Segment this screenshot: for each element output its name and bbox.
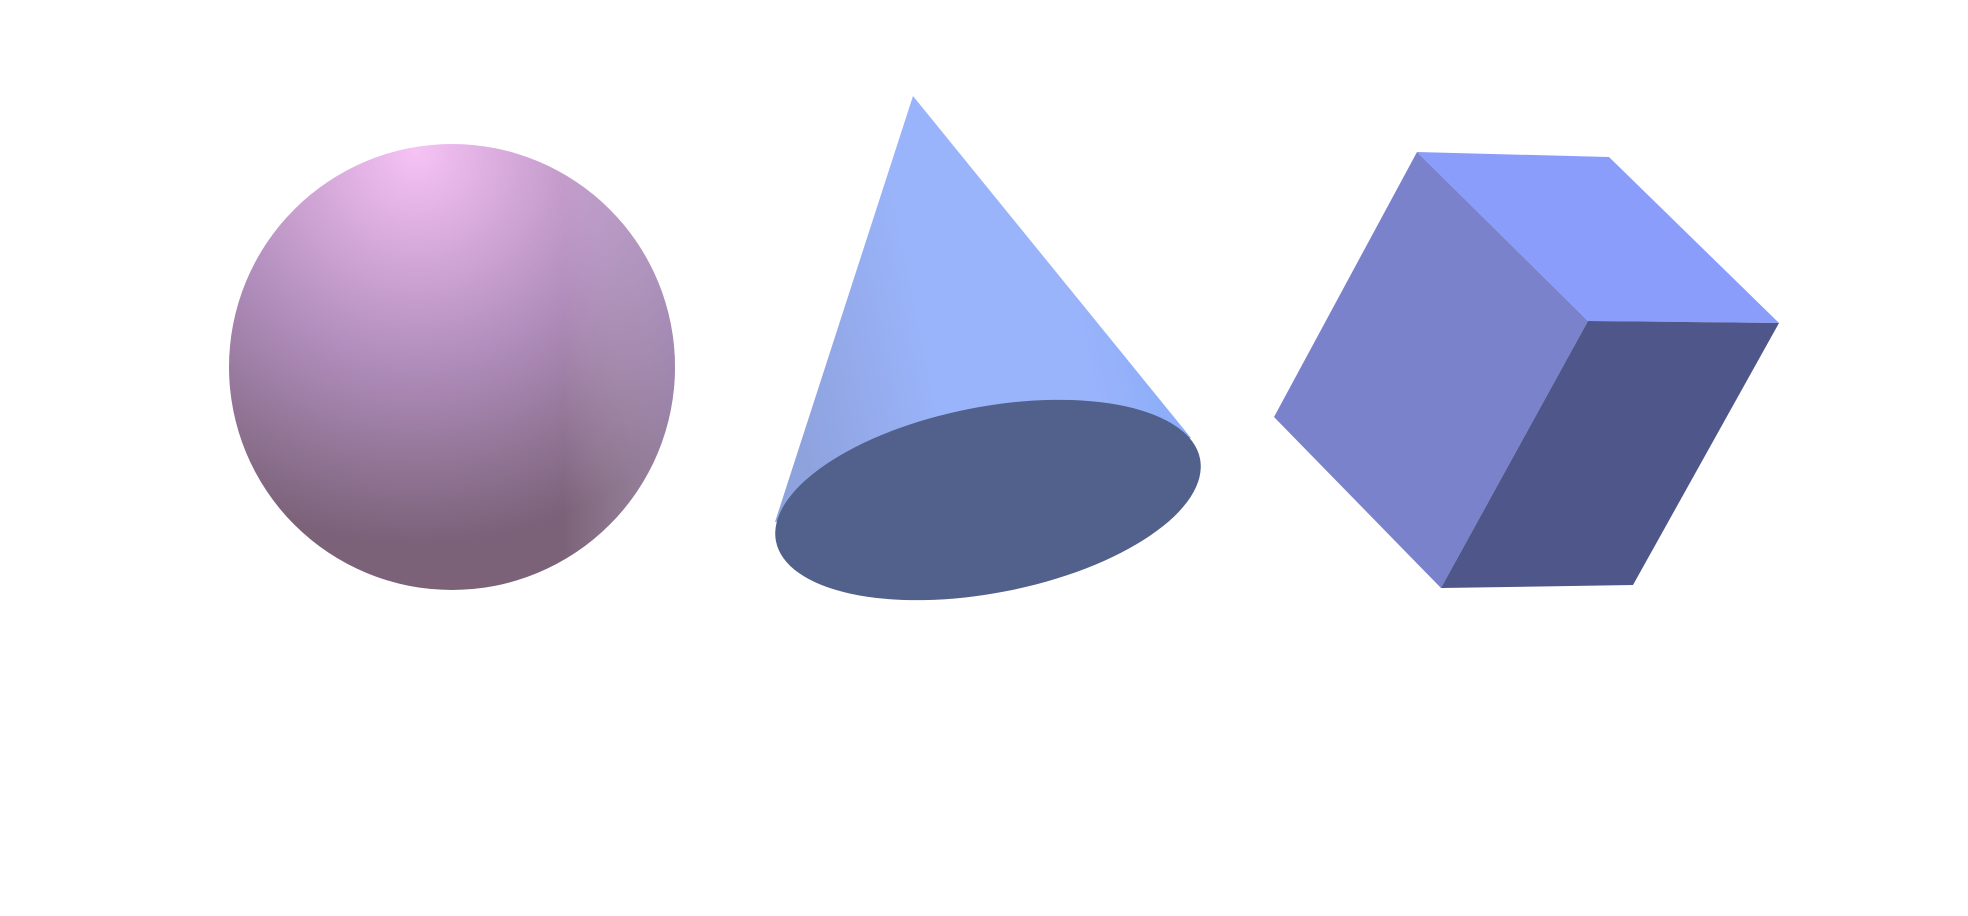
cube (1274, 152, 1779, 588)
cone-base (775, 399, 1201, 601)
cube-right-face (1441, 321, 1779, 588)
sphere (229, 144, 675, 590)
sphere-rim-light (229, 144, 675, 590)
cone (775, 96, 1201, 601)
cube-left-face (1274, 152, 1588, 588)
cube-top-face (1417, 152, 1779, 323)
